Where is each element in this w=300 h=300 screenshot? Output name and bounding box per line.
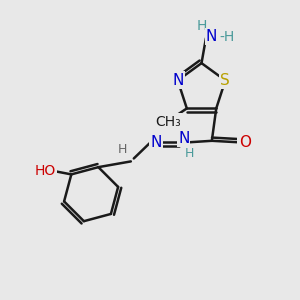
Text: S: S [220, 73, 230, 88]
Text: CH₃: CH₃ [155, 115, 181, 129]
Text: N: N [206, 29, 217, 44]
Text: H: H [118, 142, 127, 155]
Text: O: O [239, 135, 251, 150]
Text: N: N [172, 73, 183, 88]
Text: H: H [184, 147, 194, 160]
Text: H: H [196, 19, 207, 33]
Text: HO: HO [34, 164, 56, 178]
Text: N: N [150, 135, 162, 150]
Text: -H: -H [220, 30, 235, 44]
Text: N: N [178, 131, 190, 146]
